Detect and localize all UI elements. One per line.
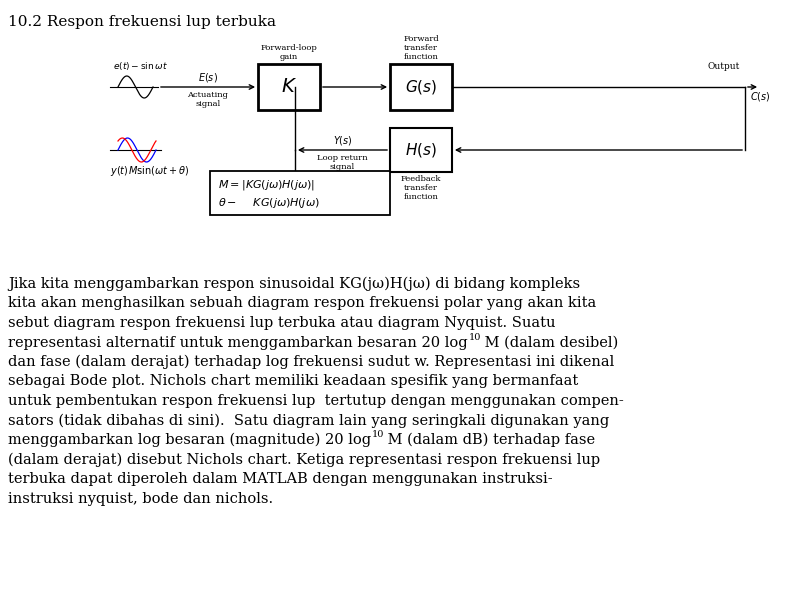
Text: $y(t)$: $y(t)$ <box>110 164 129 178</box>
Text: Jika kita menggambarkan respon sinusoidal KG(jω)H(jω) di bidang kompleks: Jika kita menggambarkan respon sinusoida… <box>8 277 580 292</box>
Bar <box>210 171 390 215</box>
Text: representasi alternatif untuk menggambarkan besaran 20 log: representasi alternatif untuk menggambar… <box>8 336 468 349</box>
Text: $G(s)$: $G(s)$ <box>405 78 437 96</box>
Text: $C(s)$: $C(s)$ <box>750 90 771 103</box>
Text: $e(t)-\sin\omega t$: $e(t)-\sin\omega t$ <box>113 60 168 72</box>
Text: $K$: $K$ <box>281 78 297 96</box>
Text: 10: 10 <box>372 430 384 439</box>
Bar <box>390 64 452 110</box>
Text: kita akan menghasilkan sebuah diagram respon frekuensi polar yang akan kita: kita akan menghasilkan sebuah diagram re… <box>8 296 596 311</box>
Text: $E(s)$: $E(s)$ <box>198 71 218 84</box>
Text: Loop return
signal: Loop return signal <box>317 154 368 171</box>
Text: 10.2 Respon frekuensi lup terbuka: 10.2 Respon frekuensi lup terbuka <box>8 15 276 29</box>
Text: menggambarkan log besaran (magnitude) 20 log: menggambarkan log besaran (magnitude) 20… <box>8 433 371 447</box>
Bar <box>258 64 320 110</box>
Text: $Y(s)$: $Y(s)$ <box>333 134 353 147</box>
Text: Actuating
signal: Actuating signal <box>187 91 229 108</box>
Text: $M\sin(\omega t+\theta)$: $M\sin(\omega t+\theta)$ <box>128 164 189 177</box>
Text: Output: Output <box>707 62 740 71</box>
Text: (dalam derajat) disebut Nichols chart. Ketiga representasi respon frekuensi lup: (dalam derajat) disebut Nichols chart. K… <box>8 453 600 467</box>
Text: dan fase (dalam derajat) terhadap log frekuensi sudut w. Representasi ini dikena: dan fase (dalam derajat) terhadap log fr… <box>8 355 615 369</box>
Text: Forward
transfer
function: Forward transfer function <box>403 35 439 61</box>
Text: sebut diagram respon frekuensi lup terbuka atau diagram Nyquist. Suatu: sebut diagram respon frekuensi lup terbu… <box>8 316 556 330</box>
Text: instruksi nyquist, bode dan nichols.: instruksi nyquist, bode dan nichols. <box>8 491 273 506</box>
Text: Forward-loop
gain: Forward-loop gain <box>260 44 318 61</box>
Bar <box>390 128 452 172</box>
Text: $H(s)$: $H(s)$ <box>405 141 437 159</box>
Text: $M=|KG(j\omega)H(j\omega)|$: $M=|KG(j\omega)H(j\omega)|$ <box>218 178 315 192</box>
Text: Feedback
transfer
function: Feedback transfer function <box>401 175 441 201</box>
Text: 10: 10 <box>468 333 481 342</box>
Text: terbuka dapat diperoleh dalam MATLAB dengan menggunakan instruksi-: terbuka dapat diperoleh dalam MATLAB den… <box>8 472 553 486</box>
Text: sebagai Bode plot. Nichols chart memiliki keadaan spesifik yang bermanfaat: sebagai Bode plot. Nichols chart memilik… <box>8 374 578 389</box>
Text: M (dalam dB) terhadap fase: M (dalam dB) terhadap fase <box>384 433 596 447</box>
Text: sators (tidak dibahas di sini).  Satu diagram lain yang seringkali digunakan yan: sators (tidak dibahas di sini). Satu dia… <box>8 414 609 428</box>
Text: untuk pembentukan respon frekuensi lup  tertutup dengan menggunakan compen-: untuk pembentukan respon frekuensi lup t… <box>8 394 624 408</box>
Text: M (dalam desibel): M (dalam desibel) <box>480 336 618 349</box>
Text: $\theta-\ \ \ \ KG(j\omega)H(j\omega)$: $\theta-\ \ \ \ KG(j\omega)H(j\omega)$ <box>218 196 320 210</box>
